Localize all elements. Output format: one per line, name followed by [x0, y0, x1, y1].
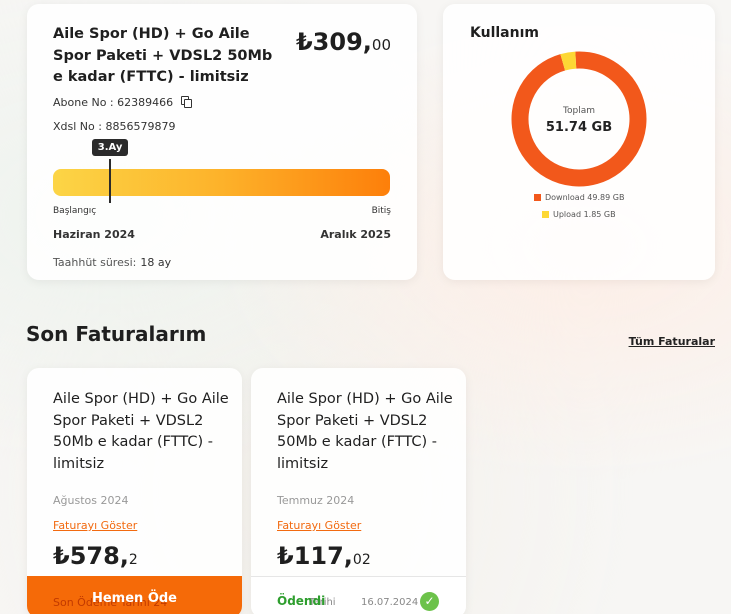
- commitment-label: Taahhüt süresi:: [53, 256, 137, 269]
- commitment-value: 18 ay: [140, 256, 172, 269]
- plan-title: Aile Spor (HD) + Go Aile Spor Paketi + V…: [53, 26, 273, 85]
- invoice-month: Temmuz 2024: [277, 494, 355, 507]
- plan-card: Aile Spor (HD) + Go Aile Spor Paketi + V…: [27, 4, 417, 280]
- invoice-title: Aile Spor (HD) + Go Aile Spor Paketi + V…: [277, 391, 453, 472]
- invoice-card: Aile Spor (HD) + Go Aile Spor Paketi + V…: [251, 368, 466, 614]
- subscriber-number: Abone No : 62389466: [53, 96, 193, 109]
- total-label: Toplam: [562, 106, 595, 116]
- download-arc: [511, 51, 647, 187]
- end-date: Aralık 2025: [320, 228, 391, 241]
- invoices-section-title: Son Faturalarım: [26, 322, 207, 346]
- paid-status-label: Ödendi: [277, 594, 326, 608]
- usage-donut-chart: Toplam 51.74 GB: [511, 51, 647, 187]
- contract-progress-bar: [53, 169, 390, 196]
- commitment-period: Taahhüt süresi: 18 ay: [53, 256, 171, 269]
- invoice-amount-decimal: 2: [128, 552, 138, 568]
- legend-download: Download 49.89 GB: [534, 193, 624, 202]
- progress-month-badge: 3.Ay: [91, 139, 129, 156]
- invoice-month: Ağustos 2024: [53, 494, 129, 507]
- all-invoices-link[interactable]: Tüm Faturalar: [628, 335, 715, 348]
- progress-marker: [109, 159, 111, 203]
- legend-upload: Upload 1.85 GB: [542, 210, 616, 219]
- show-invoice-link[interactable]: Faturayı Göster: [277, 519, 362, 532]
- usage-title: Kullanım: [470, 25, 539, 41]
- start-label: Başlangıç: [53, 206, 97, 216]
- subscriber-number-text: Abone No : 62389466: [53, 96, 174, 109]
- pay-now-label: Hemen Öde: [91, 591, 177, 606]
- plan-price: ₺309,00: [296, 28, 391, 56]
- copy-icon[interactable]: [180, 96, 193, 108]
- download-legend-text: Download 49.89 GB: [545, 193, 625, 202]
- invoice-amount: ₺578,2: [53, 542, 138, 570]
- invoice-amount: ₺117,02: [277, 542, 371, 570]
- show-invoice-link[interactable]: Faturayı Göster: [53, 519, 138, 532]
- paid-date: 16.07.2024: [361, 597, 419, 608]
- paid-date-label: Tarihi: [309, 597, 336, 608]
- upload-legend-text: Upload 1.85 GB: [553, 210, 616, 219]
- invoice-amount-main: ₺117,: [277, 542, 353, 570]
- total-value: 51.74 GB: [546, 120, 612, 135]
- invoice-title: Aile Spor (HD) + Go Aile Spor Paketi + V…: [53, 391, 229, 472]
- due-date-text: Son Ödeme Tarihi 24: [53, 596, 168, 609]
- start-date: Haziran 2024: [53, 228, 135, 241]
- check-icon: ✓: [420, 592, 439, 611]
- usage-card: Kullanım Toplam 51.74 GB Download 49.89 …: [443, 4, 715, 280]
- download-swatch: [534, 194, 541, 201]
- invoice-amount-decimal: 02: [352, 552, 371, 568]
- paid-status-bar: Tarihi Ödendi 16.07.2024 ✓: [251, 576, 466, 614]
- upload-swatch: [542, 211, 549, 218]
- xdsl-number: Xdsl No : 8856579879: [53, 120, 176, 133]
- invoice-amount-main: ₺578,: [53, 542, 129, 570]
- pay-now-button[interactable]: Son Ödeme Tarihi 24 Hemen Öde: [27, 576, 242, 614]
- invoice-card: Aile Spor (HD) + Go Aile Spor Paketi + V…: [27, 368, 242, 614]
- plan-price-decimal: 00: [371, 36, 391, 54]
- plan-price-main: ₺309,: [295, 28, 372, 56]
- end-label: Bitiş: [371, 206, 391, 216]
